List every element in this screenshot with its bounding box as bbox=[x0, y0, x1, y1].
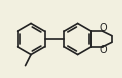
Text: O: O bbox=[99, 23, 107, 33]
Text: O: O bbox=[99, 45, 107, 55]
